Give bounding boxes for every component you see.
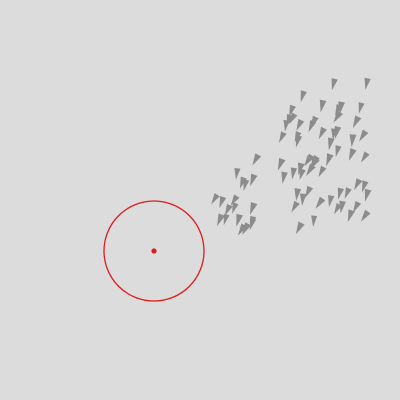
target-ring <box>103 200 205 302</box>
agent-triangle-icon <box>234 167 241 180</box>
target-marker[interactable] <box>103 200 205 302</box>
agent-triangle-icon <box>219 195 227 209</box>
agent-triangle-icon <box>250 173 258 187</box>
agent-triangle-icon <box>300 90 307 103</box>
agent-triangle-icon <box>360 209 371 222</box>
agent-triangle-icon <box>299 168 306 180</box>
agent-triangle-icon <box>236 213 244 227</box>
agent-triangle-icon <box>290 167 298 180</box>
agent-triangle-icon <box>291 200 300 213</box>
agent-triangle-icon <box>319 99 327 113</box>
agent-triangle-icon <box>224 203 233 216</box>
agent-triangle-icon <box>242 222 252 235</box>
agent-triangle-icon <box>252 153 262 166</box>
agent-triangle-icon <box>277 157 286 171</box>
agent-triangle-icon <box>216 213 225 227</box>
agent-triangle-icon <box>318 165 327 178</box>
agent-triangle-icon <box>249 201 258 215</box>
agent-triangle-icon <box>249 217 257 231</box>
agent-triangle-icon <box>305 153 315 166</box>
agent-triangle-icon <box>354 178 363 191</box>
agent-triangle-icon <box>237 223 248 236</box>
agent-triangle-icon <box>289 112 298 125</box>
agent-triangle-icon <box>298 162 305 176</box>
agent-triangle-icon <box>331 78 338 91</box>
agent-triangle-icon <box>306 163 316 177</box>
agent-triangle-icon <box>232 202 239 214</box>
agent-triangle-icon <box>295 221 305 235</box>
agent-triangle-icon <box>335 104 343 116</box>
agent-triangle-icon <box>310 157 320 169</box>
agent-triangle-icon <box>338 101 345 115</box>
agent-triangle-icon <box>348 148 357 161</box>
agent-triangle-icon <box>335 145 342 157</box>
agent-triangle-icon <box>296 118 305 131</box>
agent-triangle-icon <box>278 131 287 143</box>
agent-triangle-icon <box>328 194 335 208</box>
agent-triangle-icon <box>294 130 302 143</box>
agent-triangle-icon <box>344 187 352 199</box>
agent-triangle-icon <box>311 215 318 227</box>
agent-triangle-icon <box>359 129 369 142</box>
agent-triangle-icon <box>360 151 370 163</box>
agent-triangle-icon <box>294 188 302 201</box>
agent-triangle-icon <box>333 203 343 215</box>
agent-triangle-icon <box>315 196 326 209</box>
agent-triangle-icon <box>281 171 288 184</box>
agent-triangle-icon <box>364 188 372 202</box>
agent-triangle-icon <box>339 200 346 214</box>
agent-triangle-icon <box>364 77 371 90</box>
agent-triangle-icon <box>331 128 338 141</box>
agent-triangle-icon <box>347 209 355 223</box>
agent-triangle-icon <box>283 119 290 132</box>
agent-triangle-icon <box>326 153 334 167</box>
agent-triangle-icon <box>318 126 327 140</box>
agent-triangle-icon <box>358 102 365 114</box>
agent-triangle-icon <box>305 185 314 198</box>
agent-triangle-icon <box>337 187 345 200</box>
agent-triangle-icon <box>333 110 343 123</box>
agent-triangle-icon <box>353 200 362 213</box>
agent-swarm <box>211 77 372 236</box>
agent-triangle-icon <box>211 193 220 205</box>
agent-triangle-icon <box>230 194 240 206</box>
agent-triangle-icon <box>223 213 230 226</box>
agent-triangle-icon <box>311 115 319 128</box>
agent-triangle-icon <box>289 104 296 117</box>
agent-triangle-icon <box>349 134 357 148</box>
agent-triangle-icon <box>239 176 247 189</box>
agent-triangle-icon <box>243 179 250 191</box>
agent-triangle-icon <box>327 137 335 151</box>
target-center-dot <box>151 248 157 254</box>
agent-triangle-icon <box>299 193 307 206</box>
agent-triangle-icon <box>361 180 369 193</box>
agent-triangle-icon <box>352 115 362 129</box>
